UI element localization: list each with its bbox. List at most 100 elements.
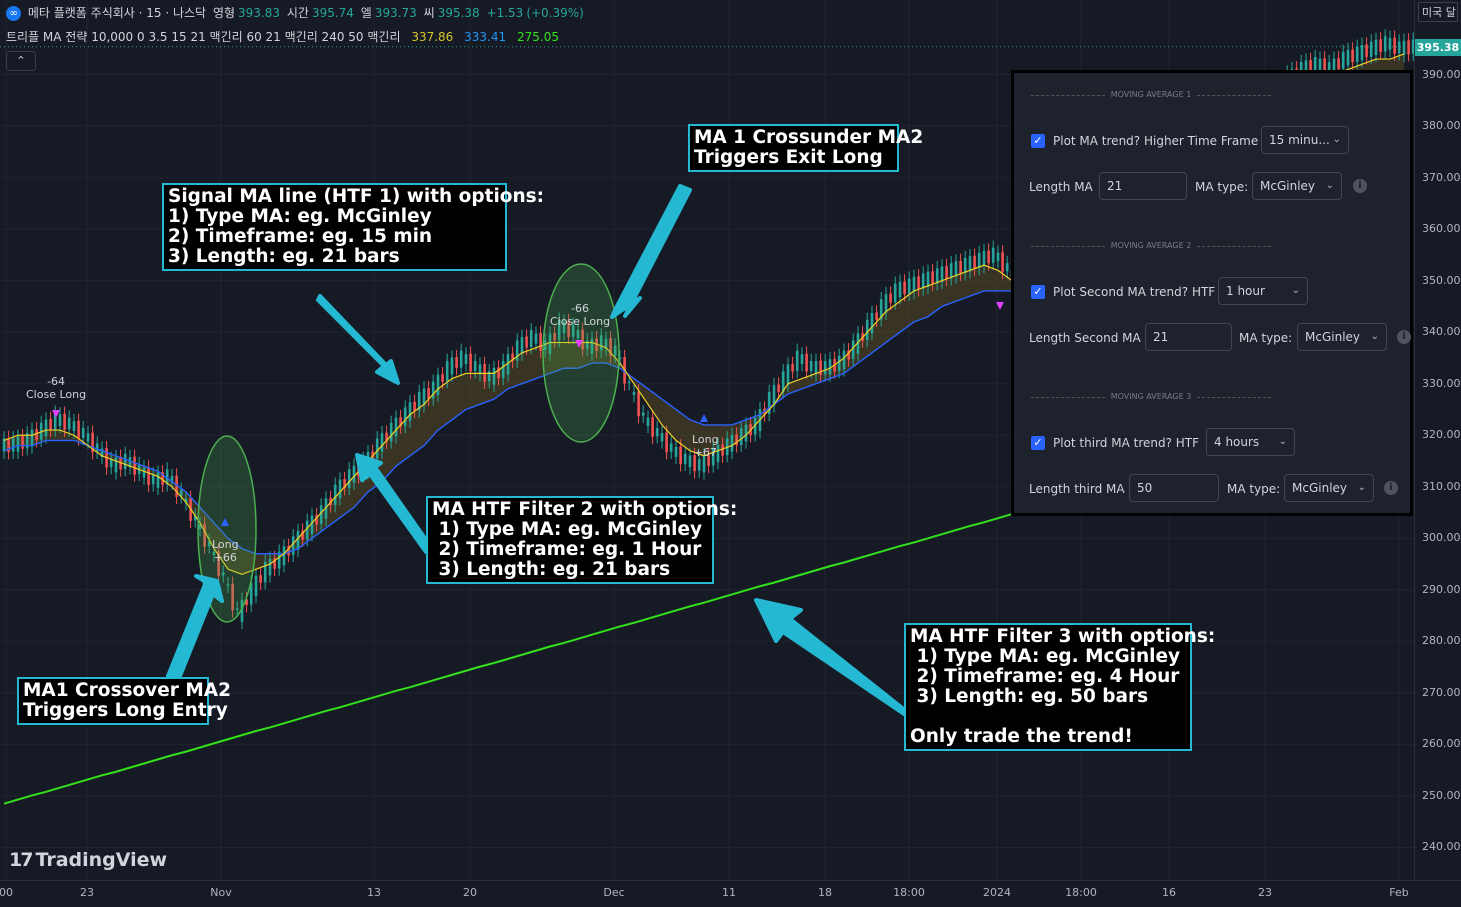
length-ma2-input[interactable]: 21 <box>1145 323 1232 351</box>
length-ma3-input[interactable]: 50 <box>1129 474 1219 502</box>
change-pct: (+0.39%) <box>526 6 584 20</box>
time-tick-label: 16 <box>1162 886 1176 899</box>
buy-signal-icon <box>221 518 229 526</box>
time-tick-label: 13 <box>367 886 381 899</box>
price-tick-label: 390.00 <box>1422 67 1461 81</box>
signal-long-1: Long +66 <box>212 538 239 564</box>
ma1-type-label: MA type: <box>1195 180 1249 194</box>
candle-body <box>49 418 52 430</box>
indicator-legend[interactable]: 트리플 MA 전략 10,000 0 3.5 15 21 맥긴리 60 21 맥… <box>6 28 562 45</box>
info-icon[interactable]: i <box>1384 481 1398 495</box>
ma2-type-select[interactable]: McGinley ⌄ <box>1297 323 1387 351</box>
low-label: 엘 <box>360 6 372 20</box>
candle-body <box>394 417 398 437</box>
plot-ma2-label: Plot Second MA trend? HTF <box>1053 285 1216 299</box>
ma2-type-value: McGinley <box>1305 330 1361 344</box>
ma1-timeframe-select[interactable]: 15 minu... ⌄ <box>1261 126 1349 154</box>
candle-body <box>1355 46 1359 62</box>
candle-body <box>1005 263 1009 272</box>
candle-body <box>86 433 90 442</box>
candle-body <box>618 357 622 359</box>
annotation-filter2: MA HTF Filter 2 with options: 1) Type MA… <box>426 496 737 584</box>
candle-body <box>245 599 248 606</box>
candle-body <box>912 276 916 292</box>
candle-body <box>543 340 547 351</box>
tradingview-logo-text: TradingView <box>35 849 168 871</box>
candle-body <box>1388 38 1392 50</box>
length-ma1-input[interactable]: 21 <box>1099 172 1187 200</box>
candle-body <box>464 354 468 365</box>
ma1-value: 337.86 <box>411 30 454 44</box>
candle-body <box>805 353 808 372</box>
current-price-tag: 395.38 <box>1415 39 1461 56</box>
candle-body <box>1393 37 1396 54</box>
section-ma2-header: MOVING AVERAGE 2 <box>1031 241 1271 250</box>
candle-body <box>679 446 682 465</box>
collapse-legend-button[interactable]: ⌃ <box>6 51 36 71</box>
timezone-button[interactable]: 미국 달 <box>1418 2 1458 22</box>
candle-body <box>651 417 654 437</box>
plot-ma2-checkbox[interactable]: ✓ <box>1031 285 1045 299</box>
candle-body <box>487 371 491 382</box>
info-icon[interactable]: i <box>1353 179 1367 193</box>
change-value: +1.53 <box>486 6 524 20</box>
candle-body <box>697 458 701 471</box>
candle-body <box>198 524 202 530</box>
candle-body <box>445 361 449 382</box>
candle-body <box>870 312 874 334</box>
chevron-down-icon: ⌄ <box>1278 436 1287 447</box>
symbol-legend: ∞ 메타 플랫폼 주식회사 · 15 · 나스닥 영형 393.83 시간 395.… <box>6 4 587 21</box>
candle-body <box>459 350 463 368</box>
annotation-crossunder: MA 1 Crossunder MA2 Triggers Exit Long <box>688 124 923 172</box>
candle-body <box>781 371 785 392</box>
candle-body <box>35 429 38 441</box>
candle-body <box>7 437 10 453</box>
close-value: 395.38 <box>437 6 480 20</box>
candle-body <box>151 474 155 485</box>
plot-ma1-checkbox[interactable]: ✓ <box>1031 134 1045 148</box>
candle-body <box>730 434 734 452</box>
plot-ma3-checkbox[interactable]: ✓ <box>1031 436 1045 450</box>
tradingview-logo[interactable]: 17 TradingView <box>9 849 167 871</box>
info-icon[interactable]: i <box>1397 330 1411 344</box>
candle-body <box>352 465 356 483</box>
candle-body <box>599 335 603 351</box>
candle-body <box>879 299 883 320</box>
price-axis[interactable] <box>1414 0 1461 880</box>
candle-body <box>207 541 211 547</box>
ma3-type-select[interactable]: McGinley ⌄ <box>1284 474 1374 502</box>
symbol-title[interactable]: 메타 플랫폼 주식회사 · 15 · 나스닥 <box>27 6 207 20</box>
candle-body <box>641 412 645 416</box>
price-tick-label: 380.00 <box>1422 119 1461 133</box>
candle-body <box>291 536 295 555</box>
candle-body <box>436 374 440 396</box>
candle-body <box>133 456 136 475</box>
ma2-timeframe-select[interactable]: 1 hour ⌄ <box>1218 277 1308 305</box>
candle-body <box>511 353 514 362</box>
time-axis[interactable] <box>0 880 1461 907</box>
candle-body <box>515 340 519 361</box>
pointer-arrow <box>166 574 224 683</box>
indicator-title[interactable]: 트리플 MA 전략 10,000 0 3.5 15 21 맥긴리 60 21 맥… <box>6 30 401 44</box>
ma1-type-value: McGinley <box>1260 179 1316 193</box>
candle-body <box>338 479 342 499</box>
candle-body <box>497 367 500 379</box>
candle-body <box>945 266 948 279</box>
candle-body <box>417 391 421 411</box>
candle-body <box>58 414 62 426</box>
signal-label: Long <box>692 433 719 446</box>
candle-body <box>1323 58 1326 75</box>
candle-body <box>581 329 584 350</box>
candle-body <box>987 250 990 264</box>
candle-body <box>347 469 351 488</box>
candle-body <box>576 330 580 339</box>
ma1-type-select[interactable]: McGinley ⌄ <box>1252 172 1342 200</box>
candle-body <box>777 384 780 393</box>
candle-body <box>431 381 435 399</box>
candle-body <box>809 361 813 371</box>
ma3-timeframe-select[interactable]: 4 hours ⌄ <box>1206 428 1295 456</box>
pointer-arrow <box>355 453 433 554</box>
time-tick-label: 00 <box>0 886 13 899</box>
ma2-value: 333.41 <box>464 30 507 44</box>
